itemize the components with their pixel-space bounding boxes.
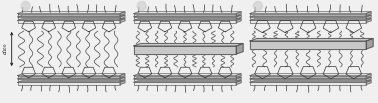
Polygon shape [134, 77, 241, 79]
Polygon shape [366, 77, 371, 81]
Polygon shape [250, 12, 371, 13]
Polygon shape [250, 17, 366, 19]
Polygon shape [236, 12, 241, 16]
Polygon shape [18, 12, 125, 13]
Polygon shape [236, 81, 241, 84]
Polygon shape [134, 15, 241, 17]
Text: $d_{100}$: $d_{100}$ [1, 43, 10, 55]
Polygon shape [134, 19, 241, 20]
Polygon shape [18, 75, 120, 78]
Polygon shape [236, 43, 243, 54]
Polygon shape [250, 74, 371, 75]
Polygon shape [366, 19, 371, 22]
Polygon shape [250, 81, 371, 82]
Polygon shape [134, 79, 236, 81]
Polygon shape [18, 13, 120, 16]
Polygon shape [134, 75, 236, 78]
Circle shape [253, 2, 262, 11]
Polygon shape [250, 39, 373, 41]
Polygon shape [134, 81, 241, 82]
Polygon shape [134, 12, 241, 13]
Polygon shape [236, 19, 241, 22]
Polygon shape [366, 74, 371, 78]
Polygon shape [366, 12, 371, 16]
Polygon shape [134, 43, 243, 46]
Polygon shape [134, 17, 236, 19]
Polygon shape [250, 79, 366, 81]
Polygon shape [250, 41, 366, 49]
Polygon shape [120, 81, 125, 84]
Polygon shape [236, 74, 241, 78]
Polygon shape [250, 77, 371, 79]
Polygon shape [18, 81, 125, 82]
Polygon shape [250, 15, 371, 17]
Polygon shape [250, 82, 366, 84]
Polygon shape [250, 19, 371, 20]
Polygon shape [120, 19, 125, 22]
Polygon shape [134, 13, 236, 16]
Polygon shape [18, 82, 120, 84]
Polygon shape [120, 77, 125, 81]
Polygon shape [250, 13, 366, 16]
Polygon shape [18, 17, 120, 19]
Polygon shape [120, 12, 125, 16]
Circle shape [21, 2, 30, 11]
Polygon shape [120, 74, 125, 78]
Polygon shape [18, 19, 125, 20]
Polygon shape [18, 74, 125, 75]
Polygon shape [250, 75, 366, 78]
Polygon shape [18, 15, 125, 17]
Polygon shape [134, 46, 236, 54]
Polygon shape [18, 77, 125, 79]
Polygon shape [366, 15, 371, 19]
Polygon shape [250, 20, 366, 22]
Circle shape [137, 2, 146, 11]
Polygon shape [134, 82, 236, 84]
Polygon shape [18, 20, 120, 22]
Polygon shape [366, 39, 373, 49]
Polygon shape [236, 15, 241, 19]
Polygon shape [18, 79, 120, 81]
Polygon shape [120, 15, 125, 19]
Polygon shape [366, 81, 371, 84]
Polygon shape [236, 77, 241, 81]
Polygon shape [134, 20, 236, 22]
Polygon shape [134, 74, 241, 75]
